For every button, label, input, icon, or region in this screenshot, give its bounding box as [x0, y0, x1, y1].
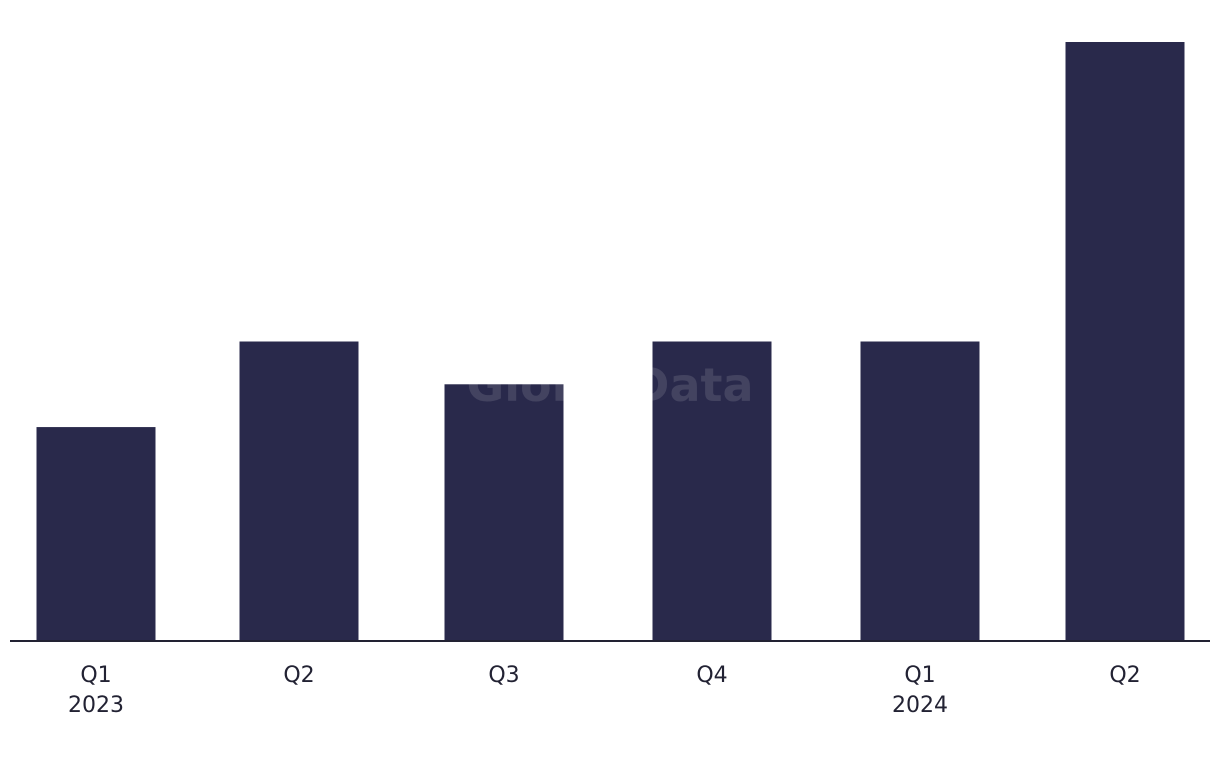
bar-3	[444, 384, 564, 641]
bar-2	[239, 341, 359, 641]
bar-4	[652, 341, 772, 641]
x-tick-label: Q3	[488, 663, 519, 688]
x-tick-label: Q1	[80, 663, 111, 688]
bars-group	[36, 42, 1185, 641]
bar-1	[36, 427, 156, 641]
bar-5	[860, 341, 980, 641]
x-tick-label: Q2	[1109, 663, 1140, 688]
bar-6	[1065, 42, 1185, 641]
x-tick-label: Q1	[904, 663, 935, 688]
watermark-logo: GlobalData	[466, 358, 753, 412]
x-tick-year-label: 2023	[68, 693, 124, 718]
x-tick-labels: Q1 2023 Q2 Q3 Q4 Q1 2024 Q2	[68, 663, 1141, 718]
x-tick-label: Q4	[696, 663, 727, 688]
x-tick-label: Q2	[283, 663, 314, 688]
x-tick-year-label: 2024	[892, 693, 948, 718]
